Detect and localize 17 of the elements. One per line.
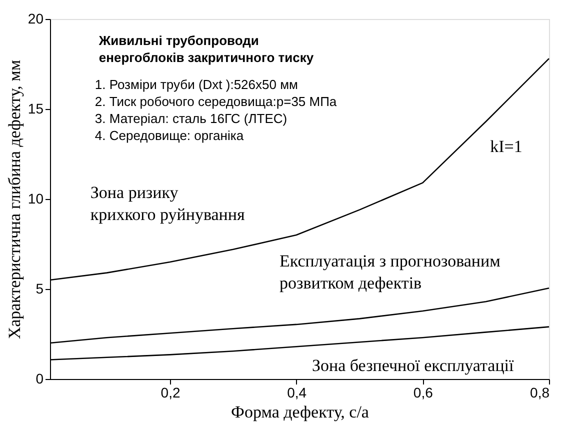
annotation: 1. Розміри труби (Dxt ):526х50 мм 2. Тиск робочого середовища:p=35 МПа 3. Матеріал: сталь 16ГС (ЛТЕС) 4. Середовище: органіка (94, 76, 338, 143)
x-tick-label: 0,6 (413, 384, 434, 400)
y-tick-label: 0 (36, 370, 44, 386)
x-tick-label: 0,4 (287, 384, 307, 400)
y-tick-label: 20 (28, 10, 44, 26)
annotation: Живильні трубопроводи енергоблоків закритичного тиску (98, 32, 314, 65)
x-axis-title: Форма дефекту, c/a (231, 402, 370, 422)
y-tick-label: 10 (28, 190, 44, 206)
y-axis-title: Характеристична глибина дефекту, мм (4, 60, 24, 340)
annotation: Експлуатація з прогнозованим розвитком дефектів (280, 252, 501, 293)
annotation: kI=1 (490, 137, 522, 156)
y-tick-label: 5 (36, 280, 44, 296)
y-tick-label: 15 (28, 100, 44, 116)
x-tick-label: 0,2 (160, 384, 180, 400)
annotation: Зона безпечної експлуатації (312, 356, 514, 376)
annotation: Зона ризику крихкого руйнування (90, 182, 245, 224)
x-tick-label: 0,8 (530, 384, 550, 400)
